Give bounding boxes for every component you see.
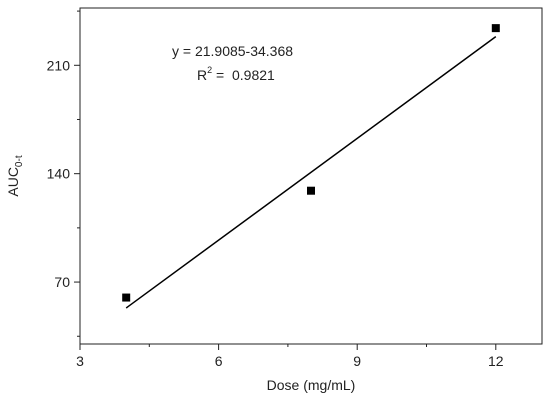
annotation-part: = 0.9821 <box>212 67 275 83</box>
data-point <box>491 24 500 33</box>
annotation-sup: 2 <box>207 65 212 75</box>
annotation: R2 = 0.9821 <box>197 65 275 83</box>
plot-frame <box>79 7 543 345</box>
annotation: y = 21.9085-34.368 <box>172 43 293 59</box>
y-tick-label: 70 <box>54 274 70 290</box>
annotation-part: R <box>197 67 207 83</box>
y-axis-label: AUC0-t <box>5 155 25 196</box>
data-point <box>122 293 131 302</box>
y-tick-label: 210 <box>47 57 71 73</box>
x-tick-label: 6 <box>215 353 223 369</box>
x-axis-label: Dose (mg/mL) <box>267 377 356 393</box>
x-tick-label: 9 <box>353 353 361 369</box>
x-tick-label: 3 <box>76 353 84 369</box>
x-tick-label: 12 <box>488 353 504 369</box>
y-label-main: AUC <box>5 167 21 197</box>
data-point <box>307 186 315 195</box>
fit-line <box>125 36 497 309</box>
y-tick-label: 140 <box>47 166 71 182</box>
y-label-sub: 0-t <box>14 155 25 167</box>
